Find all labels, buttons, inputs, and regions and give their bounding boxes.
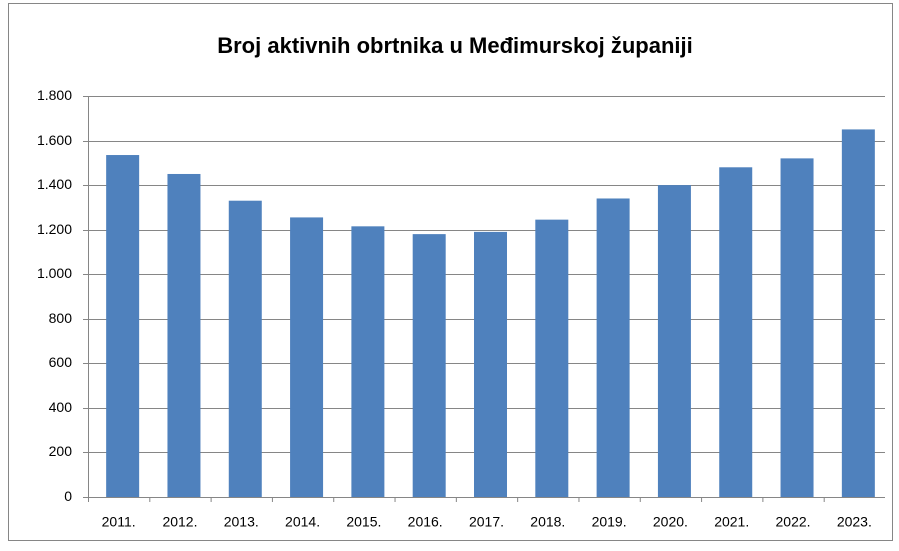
x-tick-label: 2023. <box>837 514 872 530</box>
bar <box>841 129 875 497</box>
bar <box>290 217 324 498</box>
x-tick-label: 2022. <box>776 514 811 530</box>
x-tick-label: 2017. <box>469 514 504 530</box>
x-tick-label: 2014. <box>285 514 320 530</box>
y-tick-label: 1.000 <box>37 265 72 281</box>
bar <box>719 167 753 498</box>
bar <box>167 173 201 497</box>
y-tick-label: 600 <box>49 354 73 370</box>
y-tick-label: 1.200 <box>37 221 72 237</box>
chart-title: Broj aktivnih obrtnika u Međimurskoj žup… <box>217 33 693 58</box>
bar <box>106 155 140 497</box>
y-tick-label: 1.400 <box>37 176 72 192</box>
bar <box>657 185 691 497</box>
x-tick-label: 2015. <box>346 514 381 530</box>
chart-frame <box>8 3 893 541</box>
bar <box>474 231 507 497</box>
bar <box>412 234 446 497</box>
y-tick-label: 200 <box>49 443 73 459</box>
bar <box>535 219 569 497</box>
x-tick-label: 2011. <box>102 514 136 530</box>
bar <box>780 158 814 497</box>
x-tick-label: 2020. <box>653 514 688 530</box>
x-tick-label: 2016. <box>408 514 443 530</box>
x-tick-label: 2012. <box>162 514 197 530</box>
bar <box>351 226 385 497</box>
y-tick-label: 1.600 <box>37 132 72 148</box>
x-tick-label: 2013. <box>224 514 259 530</box>
x-tick-label: 2021. <box>714 514 749 530</box>
y-tick-label: 800 <box>49 310 73 326</box>
bar <box>596 198 630 497</box>
x-tick-label: 2018. <box>530 514 565 530</box>
y-tick-label: 400 <box>49 399 73 415</box>
y-tick-label: 1.800 <box>37 87 72 103</box>
y-tick-label: 0 <box>64 488 72 504</box>
x-tick-label: 2019. <box>592 514 627 530</box>
bar <box>228 200 262 497</box>
